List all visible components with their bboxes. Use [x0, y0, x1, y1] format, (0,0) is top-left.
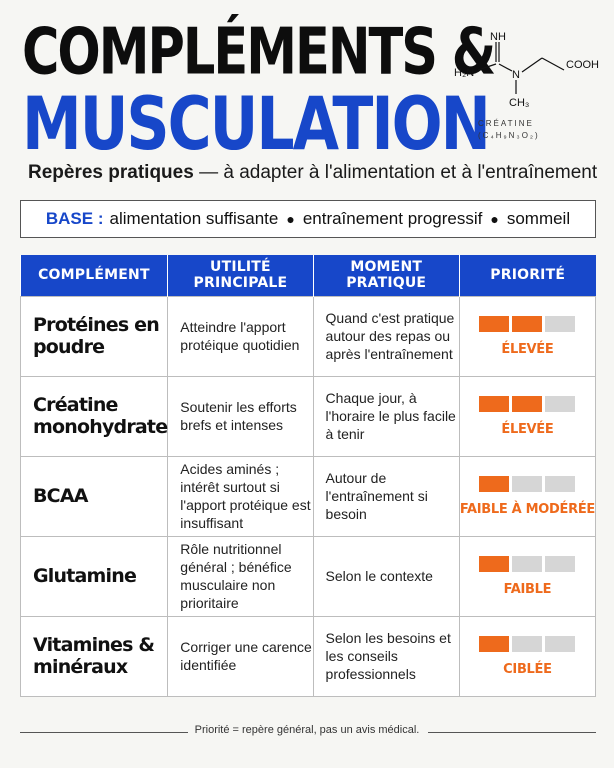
priority-cell: FAIBLE — [458, 535, 597, 617]
base-item: alimentation suffisante — [109, 209, 279, 228]
priority-bar — [460, 635, 595, 652]
priority-segment — [479, 635, 510, 652]
title-line-1: COMPLÉMENTS & — [22, 16, 496, 90]
priority-bar — [460, 555, 595, 572]
supplement-utility: Soutenir les efforts brefs et intenses — [167, 375, 314, 457]
footer-divider-right — [428, 732, 596, 733]
footer-note: Priorité = repère général, pas un avis m… — [194, 724, 420, 736]
priority-segment — [545, 315, 576, 332]
priority-label: FAIBLE — [503, 581, 552, 597]
priority-cell: CIBLÉE — [458, 615, 597, 697]
subtitle: Repères pratiques — à adapter à l'alimen… — [28, 162, 597, 184]
column-header: PRIORITÉ — [458, 255, 596, 296]
subtitle-rest: — à adapter à l'alimentation et à l'entr… — [193, 162, 598, 183]
supplement-moment: Autour de l'entraînement si besoin — [312, 455, 460, 537]
supplement-utility: Corriger une carence identifiée — [167, 615, 314, 697]
title-line-2: MUSCULATION — [22, 82, 491, 168]
priority-bar — [460, 315, 595, 332]
molecule-name: CRÉATINE — [478, 119, 534, 128]
supplement-name: Protéines en poudre — [19, 295, 169, 377]
supplement-name: Glutamine — [19, 535, 169, 617]
priority-cell: FAIBLE À MODÉRÉE — [458, 455, 597, 537]
subtitle-bold: Repères pratiques — [28, 162, 194, 183]
h2n-label: H₂N — [454, 67, 474, 79]
priority-segment — [545, 635, 576, 652]
base-item: sommeil — [506, 209, 571, 228]
supplement-moment: Quand c'est pratique autour des repas ou… — [312, 295, 460, 377]
priority-label: FAIBLE À MODÉRÉE — [459, 501, 595, 517]
supplement-utility: Rôle nutritionnel général ; bénéfice mus… — [167, 535, 314, 617]
priority-segment — [512, 475, 543, 492]
base-label: BASE : — [45, 209, 104, 228]
supplement-name: Créatine monohydrate — [19, 375, 169, 457]
bullet: ● — [286, 211, 295, 227]
priority-label: CIBLÉE — [503, 661, 552, 677]
base-box: BASE : alimentation suffisante ● entraîn… — [20, 200, 596, 238]
priority-segment — [479, 315, 510, 332]
molecule-formula: (C₄H₉N₃O₂) — [478, 131, 540, 140]
column-header: COMPLÉMENT — [20, 255, 168, 296]
nh-label: NH — [490, 31, 506, 43]
table-row: BCAA Acides aminés ; intérêt surtout si l… — [19, 455, 597, 537]
priority-segment — [545, 555, 576, 572]
priority-segment — [512, 555, 543, 572]
supplement-utility: Acides aminés ; intérêt surtout si l'app… — [167, 455, 314, 537]
priority-segment — [512, 315, 543, 332]
footer-divider-left — [20, 732, 188, 733]
supplement-moment: Chaque jour, à l'horaire le plus facile … — [312, 375, 460, 457]
table-row: Glutamine Rôle nutritionnel général ; bén… — [19, 535, 597, 617]
column-header: MOMENT PRATIQUE — [312, 255, 460, 296]
priority-cell: ÉLEVÉE — [458, 295, 597, 377]
base-item: entraînement progressif — [302, 209, 483, 228]
creatine-structure: NH H₂N N COOH CH₃ — [454, 31, 599, 109]
ch3-label: CH₃ — [509, 97, 529, 109]
priority-segment — [545, 475, 576, 492]
priority-segment — [479, 475, 510, 492]
priority-segment — [512, 395, 543, 412]
supplements-table: COMPLÉMENT UTILITÉ PRINCIPALE MOMENT PRA… — [19, 255, 597, 697]
priority-segment — [479, 395, 510, 412]
priority-segment — [512, 635, 543, 652]
priority-bar — [460, 475, 595, 492]
supplement-moment: Selon le contexte — [312, 535, 460, 617]
bullet: ● — [490, 211, 499, 227]
priority-segment — [545, 395, 576, 412]
priority-segment — [479, 555, 510, 572]
table-row: Vitamines & minéraux Corriger une carence… — [19, 615, 597, 697]
supplement-moment: Selon les besoins et les conseils profes… — [312, 615, 460, 697]
priority-label: ÉLEVÉE — [501, 341, 554, 357]
table-row: Protéines en poudre Atteindre l'apport pr… — [19, 295, 597, 377]
priority-label: ÉLEVÉE — [501, 421, 554, 437]
priority-bar — [460, 395, 595, 412]
supplement-name: Vitamines & minéraux — [19, 615, 169, 697]
supplement-utility: Atteindre l'apport protéique quotidien — [167, 295, 314, 377]
supplement-name: BCAA — [19, 455, 169, 537]
priority-cell: ÉLEVÉE — [458, 375, 597, 457]
table-row: Créatine monohydrate Soutenir les efforts… — [19, 375, 597, 457]
column-header: UTILITÉ PRINCIPALE — [167, 255, 314, 296]
n-label: N — [512, 69, 520, 81]
cooh-label: COOH — [566, 59, 599, 71]
table-header-row: COMPLÉMENT UTILITÉ PRINCIPALE MOMENT PRA… — [20, 255, 596, 296]
